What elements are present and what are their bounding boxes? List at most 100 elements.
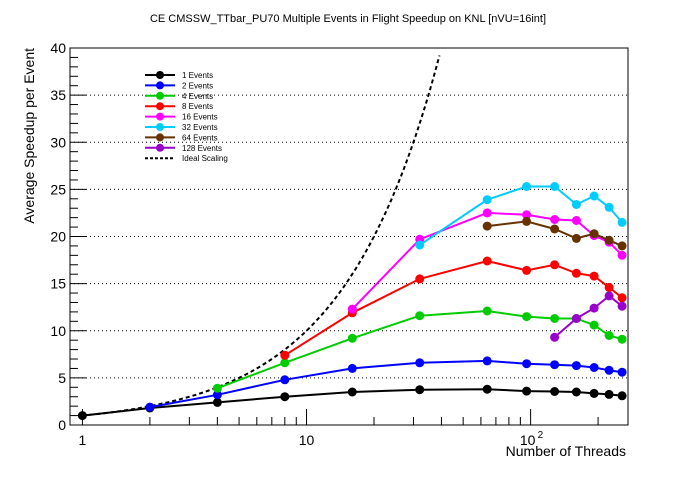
data-point [280,392,290,402]
y-tick-label: 35 [50,87,66,103]
data-point [571,361,581,371]
y-tick-label: 0 [58,417,66,433]
y-tick-label: 10 [50,323,66,339]
data-point [571,314,581,323]
y-tick-label: 20 [50,229,66,245]
data-point [589,229,599,239]
legend-marker [156,71,164,79]
data-point [617,250,627,260]
data-point [522,216,532,226]
data-point [522,359,532,369]
x-tick-label: 10 [520,432,536,448]
data-point [604,365,614,375]
data-point [280,358,290,368]
data-point [617,241,627,251]
chart-title: CE CMSSW_TTbar_PU70 Multiple Events in F… [150,13,546,25]
series-7 [482,216,627,251]
data-point [482,208,492,218]
data-point [280,375,290,385]
y-tick-label: 40 [50,40,66,56]
x-tick-exponent: 2 [538,430,544,441]
data-point [522,386,532,396]
data-point [145,402,155,412]
data-point [212,383,222,393]
data-point [617,391,627,401]
data-point [571,268,581,278]
data-point [415,311,425,321]
data-point [604,202,614,212]
data-point [571,233,581,243]
data-point [589,388,599,398]
data-point [415,385,425,395]
data-point [280,350,290,360]
data-point [415,358,425,368]
data-point [347,387,357,397]
data-point [212,390,222,400]
y-tick-label: 15 [50,276,66,292]
data-point [589,191,599,201]
y-tick-label: 5 [58,370,66,386]
data-point [415,274,425,284]
legend-label: Ideal Scaling [182,154,228,163]
y-axis-label: Average Speedup per Event [21,48,37,224]
data-point [604,331,614,340]
data-point [550,360,560,370]
series-1 [77,384,627,421]
data-point [77,411,87,421]
x-tick-label: 1 [79,432,87,448]
data-point [415,240,425,250]
data-point [482,306,492,316]
series-line [284,259,623,357]
data-point [617,367,627,377]
data-point [604,235,614,245]
data-point [550,387,560,396]
series-3 [212,306,627,393]
data-point [212,397,222,407]
data-point [482,256,492,266]
data-point [347,333,357,343]
data-point [589,363,599,372]
data-point [550,224,560,234]
series-8 [550,291,627,342]
legend-marker [156,133,164,142]
data-point [617,293,627,303]
data-point [617,334,627,344]
data-point [617,301,627,311]
legend-marker [156,81,164,90]
data-point [571,387,581,397]
legend-marker [156,102,164,111]
x-axis-label: Number of Threads [506,443,626,459]
legend-marker [156,143,164,152]
data-point [604,389,614,399]
series-group [77,55,627,421]
data-point [617,217,627,227]
legend-label: 4 Events [182,92,213,101]
data-point [522,312,532,322]
data-point [482,384,492,394]
data-point [550,314,560,323]
legend-label: 8 Events [182,102,213,111]
data-point [550,332,560,342]
legend-label: 1 Events [182,71,213,80]
data-point [522,210,532,220]
legend-label: 32 Events [182,123,218,132]
series-line [553,294,623,339]
data-point [550,182,560,191]
data-point [347,363,357,373]
ideal-scaling-line [82,55,441,417]
legend-label: 16 Events [182,113,218,122]
legend-marker [156,123,164,131]
data-point [522,182,532,191]
data-point [550,215,560,224]
y-tick-label: 25 [50,181,66,197]
data-point [589,271,599,281]
data-point [482,221,492,231]
data-point [571,200,581,209]
legend-label: 64 Events [182,133,218,142]
series-4 [280,256,627,360]
legend-marker [156,91,164,100]
